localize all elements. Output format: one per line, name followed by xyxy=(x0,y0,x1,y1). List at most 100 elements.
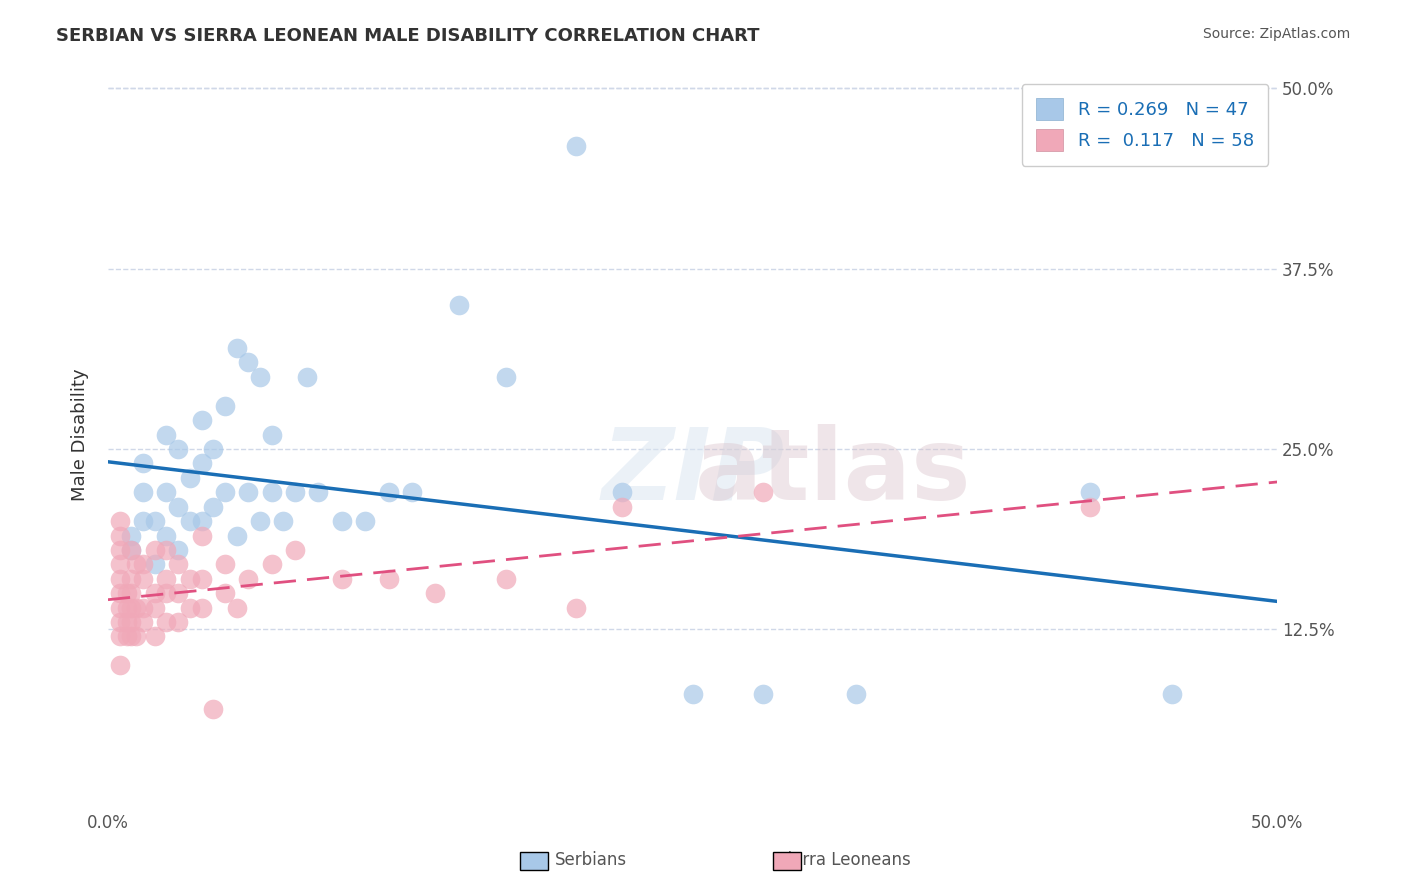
Point xyxy=(115,615,138,629)
Point xyxy=(167,442,190,456)
Point xyxy=(190,457,212,471)
Point xyxy=(612,500,634,514)
Point xyxy=(214,558,236,572)
Point xyxy=(190,600,212,615)
Point xyxy=(143,630,166,644)
Point xyxy=(447,298,470,312)
Point xyxy=(238,572,260,586)
Legend: R = 0.269   N = 47, R =  0.117   N = 58: R = 0.269 N = 47, R = 0.117 N = 58 xyxy=(1022,84,1268,166)
Point xyxy=(132,514,155,528)
Point xyxy=(120,528,142,542)
Point xyxy=(1161,687,1184,701)
Point xyxy=(143,514,166,528)
Point xyxy=(564,600,586,615)
Point xyxy=(377,572,399,586)
Point xyxy=(1078,500,1101,514)
Point xyxy=(225,341,247,355)
Point xyxy=(225,600,247,615)
Point xyxy=(564,139,586,153)
Point xyxy=(167,543,190,558)
Point xyxy=(238,485,260,500)
Point xyxy=(214,586,236,600)
Point xyxy=(120,572,142,586)
Point xyxy=(115,586,138,600)
Point xyxy=(179,471,201,485)
Point xyxy=(115,630,138,644)
Point xyxy=(179,572,201,586)
Point xyxy=(179,600,201,615)
Point xyxy=(190,413,212,427)
Point xyxy=(120,543,142,558)
Point xyxy=(120,586,142,600)
Point xyxy=(155,485,177,500)
Point xyxy=(682,687,704,701)
Point xyxy=(238,355,260,369)
Point xyxy=(120,615,142,629)
Point xyxy=(155,615,177,629)
Point xyxy=(167,586,190,600)
Point xyxy=(108,558,131,572)
Point xyxy=(125,600,148,615)
Point xyxy=(155,572,177,586)
Point xyxy=(125,630,148,644)
Point xyxy=(612,485,634,500)
Point xyxy=(273,514,295,528)
Point xyxy=(167,615,190,629)
Point xyxy=(284,485,307,500)
Point xyxy=(752,687,775,701)
Point xyxy=(330,572,353,586)
Point xyxy=(108,586,131,600)
Y-axis label: Male Disability: Male Disability xyxy=(72,368,89,501)
Point xyxy=(125,558,148,572)
Point xyxy=(143,586,166,600)
Point xyxy=(120,600,142,615)
Point xyxy=(108,514,131,528)
Text: atlas: atlas xyxy=(695,424,972,521)
Point xyxy=(167,500,190,514)
Point xyxy=(260,427,283,442)
Point xyxy=(260,485,283,500)
Point xyxy=(155,586,177,600)
Point xyxy=(132,600,155,615)
Text: ZIP: ZIP xyxy=(602,424,785,521)
Point xyxy=(190,572,212,586)
Point xyxy=(190,528,212,542)
Point xyxy=(495,572,517,586)
Point xyxy=(249,514,271,528)
Point xyxy=(132,485,155,500)
Point xyxy=(202,701,225,715)
Point xyxy=(249,370,271,384)
Point xyxy=(202,500,225,514)
Point xyxy=(155,528,177,542)
Point xyxy=(108,630,131,644)
Point xyxy=(155,543,177,558)
Point xyxy=(214,399,236,413)
Point xyxy=(167,558,190,572)
Point xyxy=(108,658,131,673)
Point xyxy=(1078,485,1101,500)
Point xyxy=(202,442,225,456)
Point xyxy=(308,485,330,500)
Text: Sierra Leoneans: Sierra Leoneans xyxy=(776,851,911,869)
Point xyxy=(495,370,517,384)
Point xyxy=(143,543,166,558)
Point xyxy=(132,615,155,629)
Point xyxy=(225,528,247,542)
Point xyxy=(155,427,177,442)
Point xyxy=(377,485,399,500)
Point xyxy=(108,572,131,586)
Point xyxy=(179,514,201,528)
Point xyxy=(330,514,353,528)
Point xyxy=(354,514,377,528)
Point xyxy=(132,558,155,572)
Point xyxy=(108,528,131,542)
Point xyxy=(120,543,142,558)
Point xyxy=(425,586,447,600)
Point xyxy=(845,687,868,701)
Point xyxy=(120,630,142,644)
Point xyxy=(143,600,166,615)
Text: Source: ZipAtlas.com: Source: ZipAtlas.com xyxy=(1202,27,1350,41)
Point xyxy=(284,543,307,558)
Point xyxy=(401,485,423,500)
Point xyxy=(752,485,775,500)
